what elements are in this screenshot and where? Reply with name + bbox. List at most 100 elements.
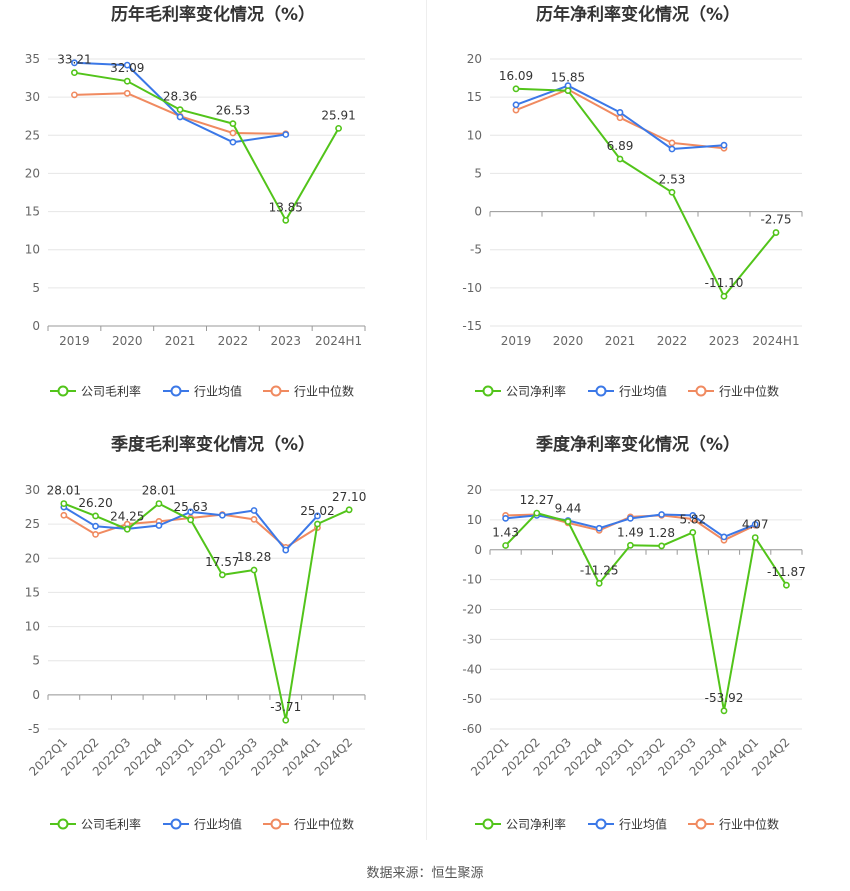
panel-divider bbox=[426, 0, 427, 840]
x-tick-label: 2021 bbox=[165, 334, 196, 348]
data-point-avg bbox=[250, 507, 258, 514]
legend-marker bbox=[270, 385, 282, 397]
data-point-company bbox=[720, 292, 728, 300]
legend-label: 行业中位数 bbox=[294, 384, 354, 399]
data-point-avg bbox=[282, 546, 290, 554]
data-point-company bbox=[155, 500, 163, 507]
x-tick-label: 2022 bbox=[657, 334, 688, 348]
data-label: 1.28 bbox=[648, 526, 675, 540]
y-tick-label: 0 bbox=[32, 319, 40, 333]
chart-annual-gross-margin: 历年毛利率变化情况（%） 0 5 10 15 20 25 30 35 2019 2020 2021 20… bbox=[0, 0, 426, 420]
y-tick-label: -40 bbox=[462, 662, 482, 676]
y-tick-label: 20 bbox=[25, 166, 40, 180]
data-label: 27.10 bbox=[332, 490, 366, 504]
y-tick-label: 20 bbox=[25, 551, 40, 565]
x-tick-label: 2023 bbox=[270, 334, 301, 348]
y-tick-label: 20 bbox=[467, 52, 482, 66]
data-point-median bbox=[250, 515, 258, 523]
chart-quarterly-gross-margin: 季度毛利率变化情况（%） -5 0 5 10 15 20 25 30 2022Q1 2022Q2 20… bbox=[0, 425, 426, 850]
data-point-company bbox=[250, 566, 258, 574]
data-point-avg bbox=[314, 512, 321, 520]
data-label: 18.28 bbox=[237, 550, 271, 564]
legend-label: 行业中位数 bbox=[719, 384, 779, 399]
data-point-company bbox=[187, 516, 195, 524]
data-label: -53.92 bbox=[705, 691, 744, 705]
data-point-company bbox=[689, 528, 697, 536]
data-point-median bbox=[60, 511, 68, 519]
data-point-avg bbox=[627, 514, 634, 522]
data-point-company bbox=[533, 509, 541, 517]
data-point-company bbox=[616, 155, 624, 163]
data-point-avg bbox=[720, 533, 728, 541]
chart-svg-3: 季度净利率变化情况（%）-60-50-40-30-20-10010202022Q… bbox=[462, 434, 805, 832]
y-tick-label: 10 bbox=[25, 243, 40, 257]
chart-annual-net-margin: 历年净利率变化情况（%） -15 -10 -5 0 5 10 15 20 2019 2020 2021… bbox=[426, 0, 850, 420]
data-point-median bbox=[92, 530, 99, 538]
chart-svg-0: 历年毛利率变化情况（%） 0 5 10 15 20 25 30 35 2019 2020 2021 20… bbox=[25, 4, 366, 399]
data-point-avg bbox=[512, 101, 520, 109]
x-tick-label: 2019 bbox=[501, 334, 532, 348]
y-tick-label: 30 bbox=[25, 483, 40, 497]
series-line-company bbox=[74, 71, 340, 222]
data-point-company bbox=[627, 541, 634, 549]
data-point-company bbox=[218, 571, 226, 579]
data-point-avg bbox=[218, 511, 226, 519]
data-label: 25.91 bbox=[321, 108, 355, 122]
legend-marker bbox=[170, 385, 182, 397]
y-tick-label: 30 bbox=[25, 90, 40, 104]
data-point-company bbox=[92, 512, 99, 520]
data-point-median bbox=[71, 91, 78, 99]
data-point-company bbox=[595, 579, 603, 587]
y-tick-label: 5 bbox=[32, 654, 40, 668]
y-tick-label: -15 bbox=[462, 319, 482, 333]
y-tick-label: -5 bbox=[28, 722, 40, 736]
x-tick-label: 2024H1 bbox=[752, 334, 799, 348]
legend-marker bbox=[482, 385, 494, 397]
y-tick-label: 35 bbox=[25, 52, 40, 66]
chart-title: 季度净利率变化情况（%） bbox=[536, 434, 740, 455]
data-point-company bbox=[772, 229, 780, 236]
data-point-company bbox=[720, 707, 728, 715]
legend-label: 行业均值 bbox=[194, 817, 242, 832]
series-line-company bbox=[515, 87, 777, 298]
legend-marker bbox=[695, 818, 707, 830]
y-tick-label: 0 bbox=[474, 543, 482, 557]
legend-label: 公司净利率 bbox=[506, 817, 566, 832]
data-point-company bbox=[314, 520, 321, 528]
data-label: 9.44 bbox=[555, 502, 582, 516]
data-point-avg bbox=[502, 514, 509, 522]
data-label: 28.01 bbox=[47, 484, 81, 498]
data-point-company bbox=[123, 77, 131, 85]
x-tick-label: 2024H1 bbox=[315, 334, 362, 348]
legend-marker bbox=[595, 818, 607, 830]
legend-label: 行业中位数 bbox=[294, 817, 354, 832]
data-point-company bbox=[282, 716, 290, 724]
data-label: 28.01 bbox=[142, 484, 176, 498]
y-tick-label: -5 bbox=[470, 243, 482, 257]
y-tick-label: -10 bbox=[462, 281, 482, 295]
data-point-company bbox=[123, 525, 131, 533]
y-tick-label: -60 bbox=[462, 722, 482, 736]
data-point-company bbox=[564, 87, 572, 95]
legend-marker bbox=[57, 818, 69, 830]
chart-group: 历年毛利率变化情况（%） 0 5 10 15 20 25 30 35 2019 2020 2021 20… bbox=[25, 4, 366, 399]
data-point-company bbox=[335, 124, 342, 132]
data-point-avg bbox=[668, 145, 676, 153]
data-label: 26.20 bbox=[78, 496, 112, 510]
y-tick-label: -10 bbox=[462, 573, 482, 587]
y-tick-label: -20 bbox=[462, 603, 482, 617]
data-label: 25.02 bbox=[300, 504, 334, 518]
chart-svg-1: 历年净利率变化情况（%） -15 -10 -5 0 5 10 15 20 2019 2020 2021… bbox=[462, 4, 803, 399]
y-tick-label: 25 bbox=[25, 517, 40, 531]
data-point-avg bbox=[155, 522, 163, 529]
y-tick-label: 20 bbox=[467, 483, 482, 497]
data-point-company bbox=[282, 216, 290, 224]
chart-quarterly-net-margin: 季度净利率变化情况（%） -60 -50 -40 -30 -20 -10 0 10 20 2022Q… bbox=[426, 425, 850, 850]
legend-label: 公司毛利率 bbox=[81, 817, 141, 832]
data-point-company bbox=[60, 500, 68, 507]
data-point-company bbox=[229, 120, 237, 128]
data-point-median bbox=[616, 114, 624, 122]
data-point-avg bbox=[176, 113, 184, 121]
data-label: 17.57 bbox=[205, 555, 239, 569]
data-point-avg bbox=[616, 109, 624, 116]
